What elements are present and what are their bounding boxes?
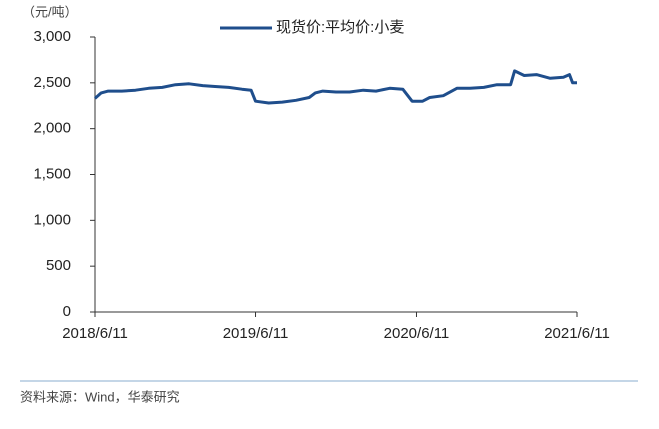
y-tick-label: 500 [46,257,71,274]
y-tick-label: 1,000 [33,211,71,228]
x-tick-label: 2021/6/11 [544,325,610,342]
y-tick-label: 2,500 [33,74,71,91]
y-unit-label: （元/吨） [22,4,78,19]
x-tick-label: 2020/6/11 [384,325,450,342]
y-tick-label: 2,000 [33,120,71,137]
x-tick-label: 2018/6/11 [62,325,128,342]
x-tick-label: 2019/6/11 [223,325,289,342]
y-tick-label: 1,500 [33,165,71,182]
legend-label: 现货价:平均价:小麦 [276,19,404,36]
source-note: 资料来源：Wind，华泰研究 [20,389,180,404]
y-tick-label: 0 [63,303,71,320]
y-tick-label: 3,000 [33,28,71,45]
line-series [94,69,577,105]
